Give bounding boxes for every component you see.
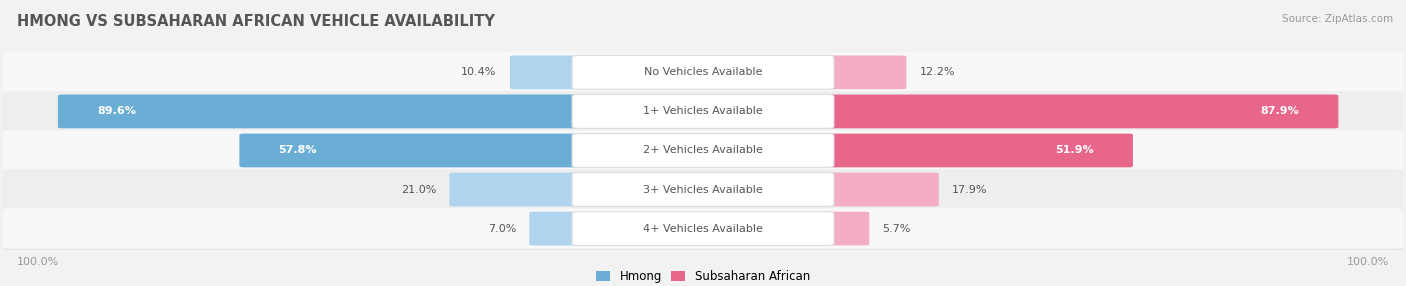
Text: No Vehicles Available: No Vehicles Available — [644, 67, 762, 78]
Text: 3+ Vehicles Available: 3+ Vehicles Available — [643, 184, 763, 194]
FancyBboxPatch shape — [1, 53, 1405, 94]
FancyBboxPatch shape — [1, 208, 1405, 249]
FancyBboxPatch shape — [572, 134, 834, 167]
Text: 10.4%: 10.4% — [461, 67, 496, 78]
Text: HMONG VS SUBSAHARAN AFRICAN VEHICLE AVAILABILITY: HMONG VS SUBSAHARAN AFRICAN VEHICLE AVAI… — [17, 13, 495, 29]
FancyBboxPatch shape — [572, 95, 834, 128]
Text: 87.9%: 87.9% — [1260, 106, 1299, 116]
FancyBboxPatch shape — [1, 209, 1405, 250]
FancyBboxPatch shape — [239, 134, 578, 167]
Text: 51.9%: 51.9% — [1054, 146, 1094, 156]
Text: 57.8%: 57.8% — [278, 146, 318, 156]
FancyBboxPatch shape — [450, 173, 578, 206]
FancyBboxPatch shape — [1, 169, 1405, 210]
Text: 17.9%: 17.9% — [952, 184, 987, 194]
FancyBboxPatch shape — [1, 131, 1405, 172]
Text: 100.0%: 100.0% — [1347, 257, 1389, 267]
FancyBboxPatch shape — [1, 52, 1405, 93]
Text: 89.6%: 89.6% — [97, 106, 136, 116]
FancyBboxPatch shape — [572, 212, 834, 245]
FancyBboxPatch shape — [572, 55, 834, 89]
FancyBboxPatch shape — [572, 173, 834, 206]
Text: Source: ZipAtlas.com: Source: ZipAtlas.com — [1282, 13, 1393, 23]
FancyBboxPatch shape — [828, 173, 939, 206]
FancyBboxPatch shape — [828, 212, 869, 245]
Legend: Hmong, Subsaharan African: Hmong, Subsaharan African — [591, 265, 815, 286]
FancyBboxPatch shape — [529, 212, 578, 245]
Text: 5.7%: 5.7% — [883, 224, 911, 234]
FancyBboxPatch shape — [1, 91, 1405, 132]
FancyBboxPatch shape — [828, 55, 907, 89]
Text: 1+ Vehicles Available: 1+ Vehicles Available — [643, 106, 763, 116]
FancyBboxPatch shape — [828, 95, 1339, 128]
Text: 100.0%: 100.0% — [17, 257, 59, 267]
FancyBboxPatch shape — [1, 170, 1405, 211]
FancyBboxPatch shape — [828, 134, 1133, 167]
FancyBboxPatch shape — [58, 95, 578, 128]
Text: 4+ Vehicles Available: 4+ Vehicles Available — [643, 224, 763, 234]
Text: 2+ Vehicles Available: 2+ Vehicles Available — [643, 146, 763, 156]
FancyBboxPatch shape — [1, 130, 1405, 171]
Text: 21.0%: 21.0% — [401, 184, 436, 194]
Text: 12.2%: 12.2% — [920, 67, 955, 78]
Text: 7.0%: 7.0% — [488, 224, 516, 234]
FancyBboxPatch shape — [510, 55, 578, 89]
FancyBboxPatch shape — [1, 92, 1405, 133]
